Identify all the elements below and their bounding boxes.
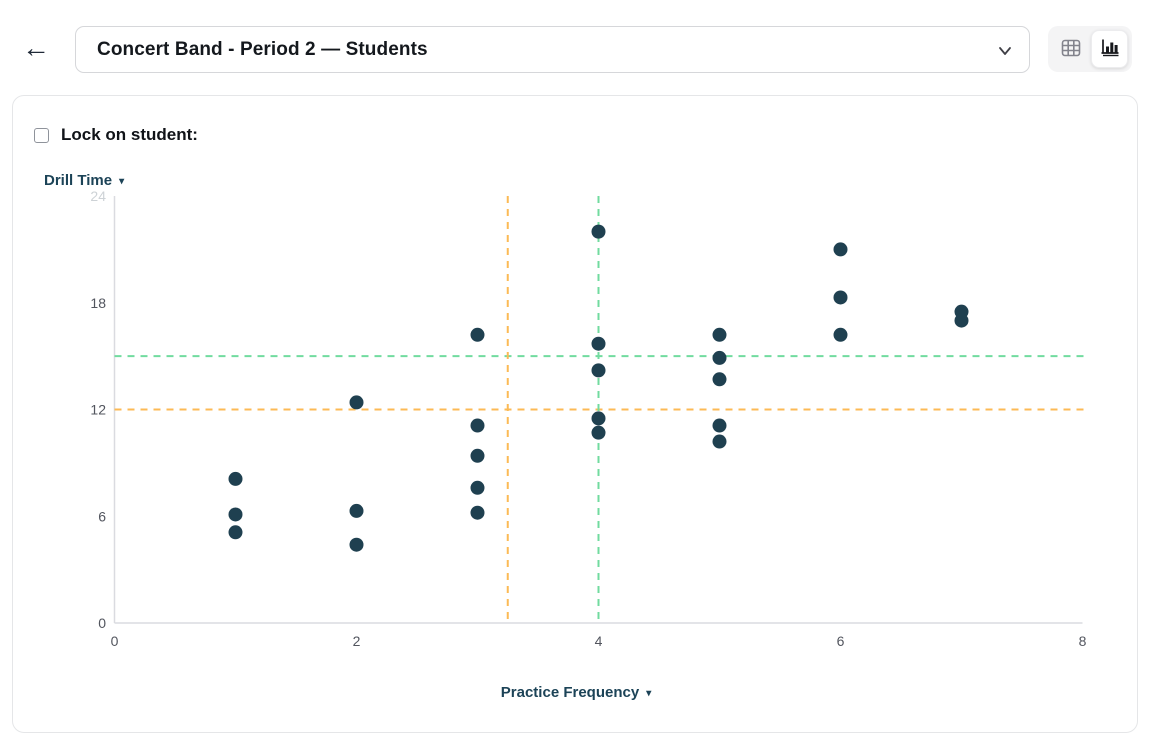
data-point[interactable]	[712, 372, 727, 387]
data-point[interactable]	[833, 327, 848, 342]
x-axis-variable-name: Practice Frequency	[500, 684, 640, 701]
back-arrow-icon: ←	[22, 32, 50, 63]
data-point[interactable]	[712, 418, 727, 433]
dataset-select[interactable]: Concert Band - Period 2 — Students	[75, 26, 1030, 73]
data-point[interactable]	[712, 327, 727, 342]
data-point[interactable]	[470, 418, 485, 433]
data-point[interactable]	[228, 507, 243, 522]
x-axis-variable-row: Practice Frequency ▾	[13, 684, 1139, 701]
table-icon	[1061, 39, 1081, 60]
x-tick-label: 2	[353, 633, 361, 649]
back-button[interactable]: ←	[18, 28, 54, 68]
data-point[interactable]	[228, 471, 243, 486]
data-point[interactable]	[591, 411, 606, 426]
x-tick-label: 8	[1079, 633, 1087, 649]
data-point[interactable]	[591, 425, 606, 440]
lock-on-student-row: Lock on student:	[34, 125, 198, 145]
data-point[interactable]	[954, 313, 969, 328]
y-tick-label: 18	[90, 295, 106, 311]
data-point[interactable]	[470, 327, 485, 342]
data-point[interactable]	[833, 290, 848, 305]
bar-chart-icon	[1100, 38, 1120, 60]
lock-on-student-checkbox[interactable]	[34, 128, 49, 143]
view-toggle-group	[1048, 26, 1132, 72]
data-point[interactable]	[591, 363, 606, 378]
x-tick-label: 4	[595, 633, 603, 649]
dataset-select-value: Concert Band - Period 2 — Students	[97, 38, 428, 60]
data-point[interactable]	[470, 505, 485, 520]
chevron-down-icon	[997, 44, 1013, 62]
data-point[interactable]	[470, 480, 485, 495]
data-point[interactable]	[833, 242, 848, 257]
graph-panel: Lock on student: Drill Time ▾ 0 6 12 18 24 0 2…	[12, 95, 1138, 733]
caret-down-icon: ▾	[646, 688, 652, 699]
x-tick-label: 0	[111, 633, 119, 649]
y-axis-variable-selector[interactable]: Drill Time ▾	[44, 172, 124, 189]
x-axis-variable-selector[interactable]: Practice Frequency ▾	[501, 684, 651, 701]
chart-view-button[interactable]	[1091, 30, 1128, 68]
data-point[interactable]	[712, 434, 727, 449]
y-tick-label: 24	[90, 188, 106, 204]
data-point[interactable]	[228, 525, 243, 540]
lock-on-student-label: Lock on student:	[61, 125, 198, 144]
data-point[interactable]	[470, 448, 485, 463]
y-tick-label: 0	[98, 615, 106, 631]
caret-down-icon: ▾	[119, 176, 125, 187]
data-point[interactable]	[349, 395, 364, 410]
table-view-button[interactable]	[1052, 30, 1089, 68]
x-tick-label: 6	[837, 633, 845, 649]
y-tick-label: 6	[98, 508, 106, 524]
data-point[interactable]	[712, 350, 727, 365]
data-point[interactable]	[591, 224, 606, 239]
y-tick-label: 12	[90, 402, 106, 418]
data-point[interactable]	[349, 503, 364, 518]
data-point[interactable]	[591, 336, 606, 351]
y-axis-variable-name: Drill Time	[44, 172, 113, 189]
data-point[interactable]	[349, 537, 364, 552]
